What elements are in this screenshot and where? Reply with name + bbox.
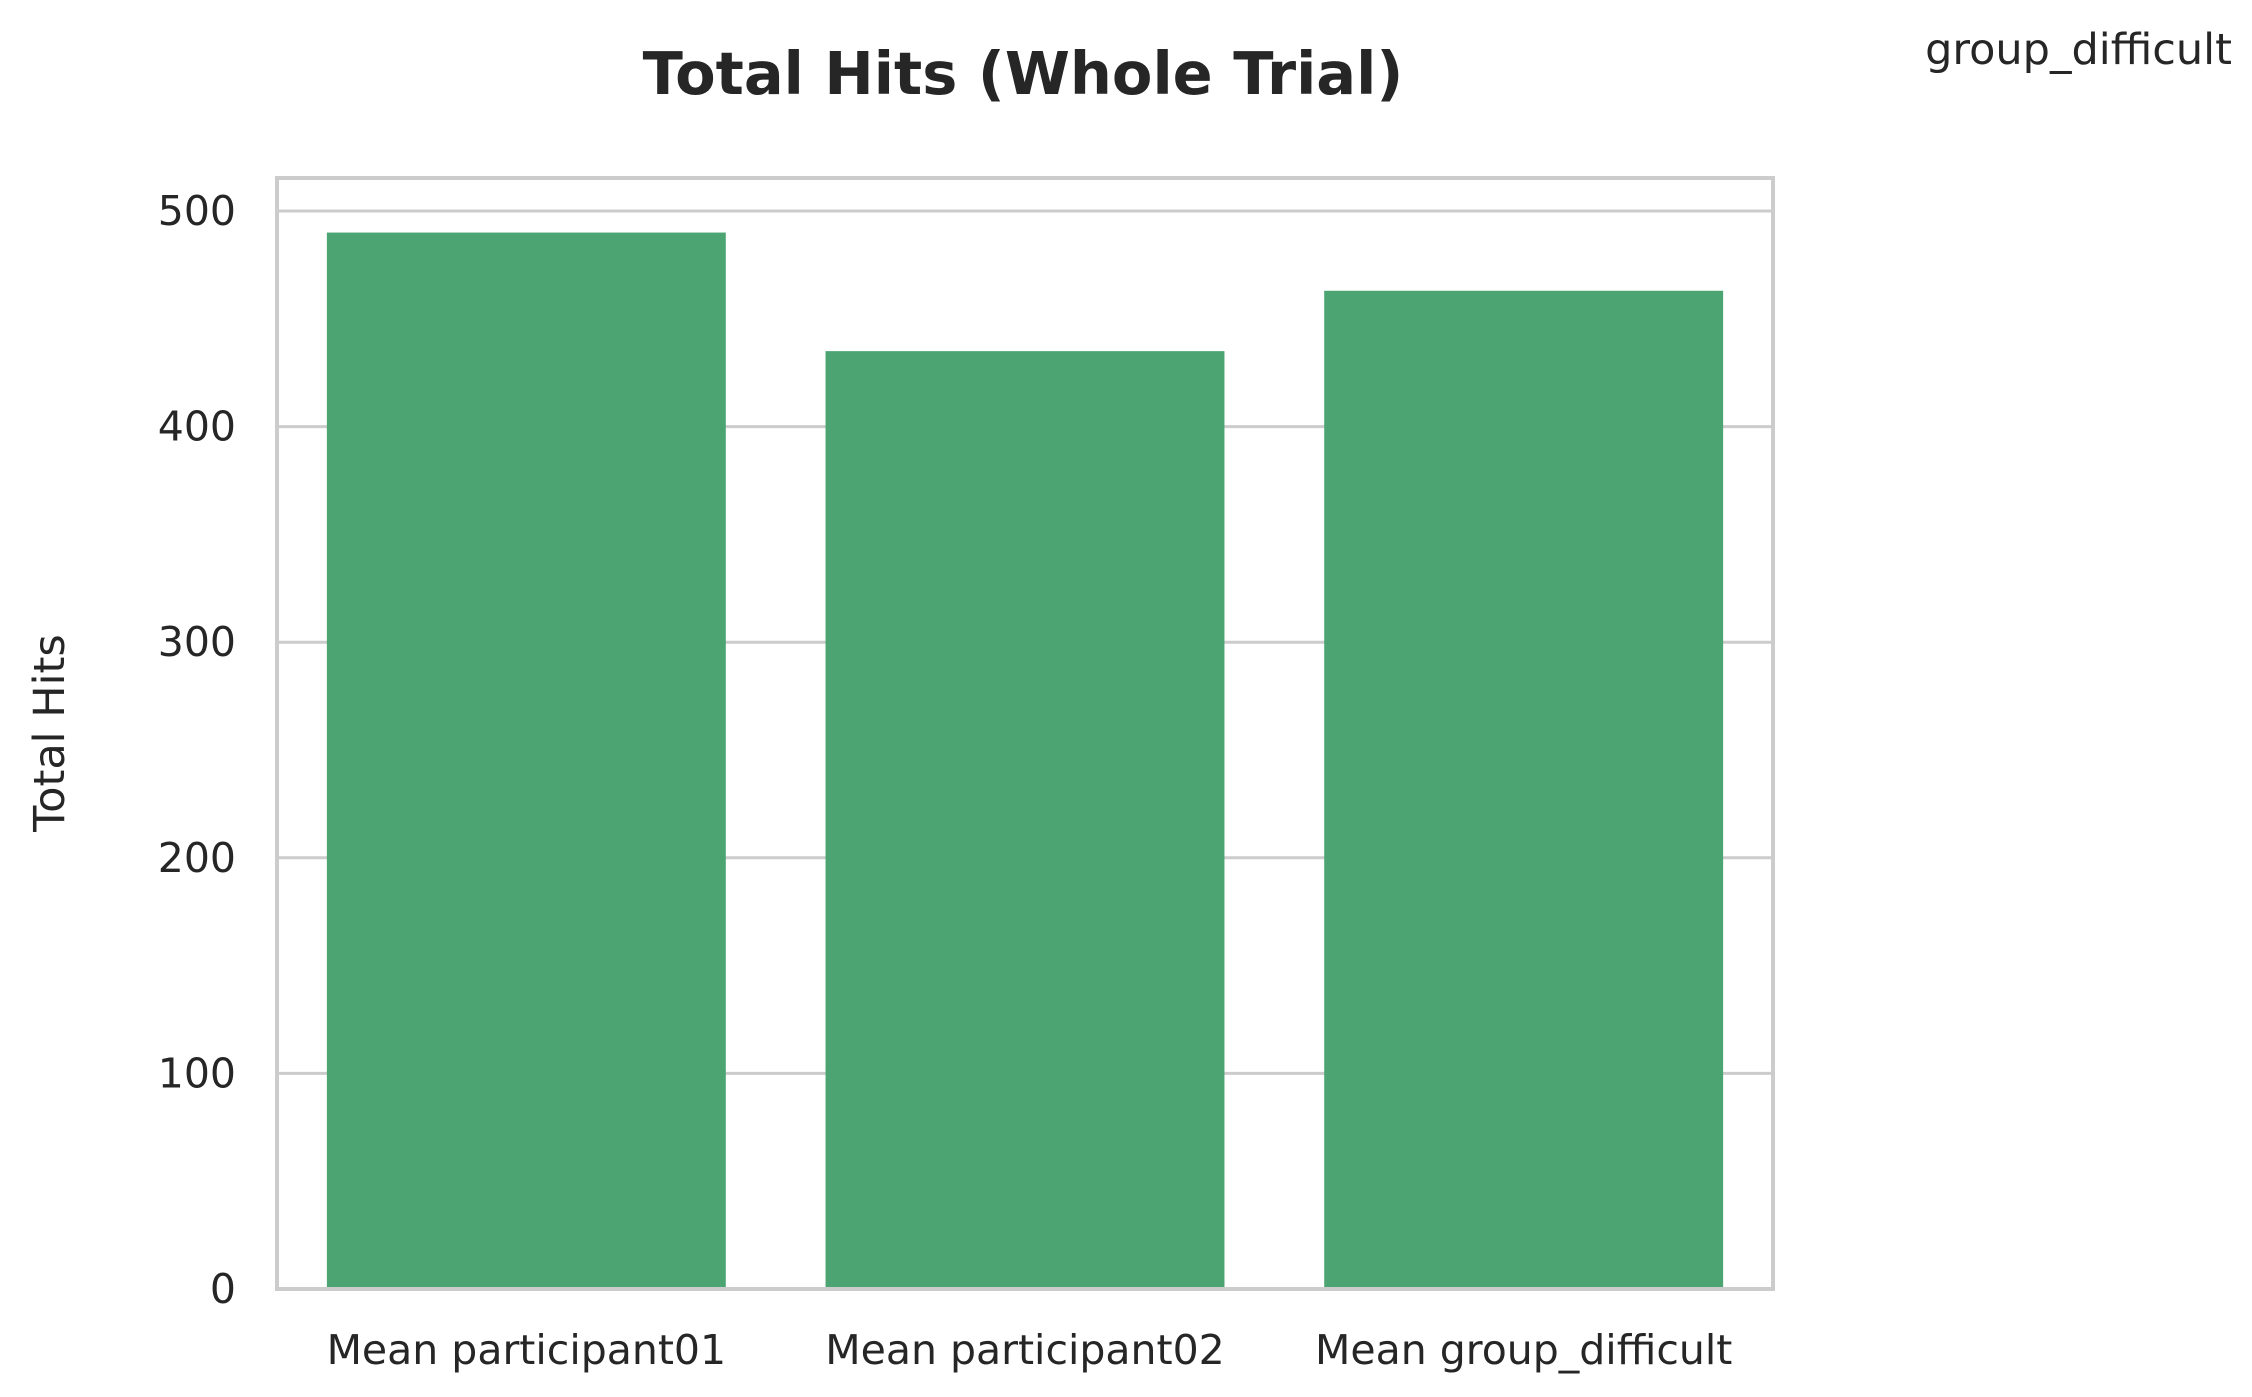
- bar-1: [326, 232, 726, 1289]
- x-tick-label-1: Mean participant01: [327, 1326, 727, 1374]
- chart-title: Total Hits (Whole Trial): [643, 39, 1404, 108]
- y-tick-label-300: 300: [158, 618, 236, 666]
- y-tick-label-0: 0: [210, 1265, 236, 1313]
- y-tick-label-500: 500: [158, 187, 236, 235]
- x-tick-label-2: Mean participant02: [825, 1326, 1225, 1374]
- bars: [326, 232, 1724, 1290]
- plot-frame: [275, 176, 1775, 1291]
- y-tick-label-400: 400: [158, 403, 236, 451]
- y-axis-label: Total Hits: [25, 634, 75, 833]
- bar-2: [825, 351, 1225, 1289]
- x-tick-label-3: Mean group_difficult: [1315, 1326, 1732, 1374]
- y-tick-label-200: 200: [158, 834, 236, 882]
- bar-3: [1324, 290, 1724, 1290]
- y-tick-label-100: 100: [158, 1049, 236, 1097]
- y-tick-labels: 0 100 200 300 400 500: [158, 187, 236, 1313]
- x-tick-labels: Mean participant01 Mean participant02 Mean…: [327, 1326, 1733, 1374]
- corner-label: group_difficult: [1925, 25, 2232, 75]
